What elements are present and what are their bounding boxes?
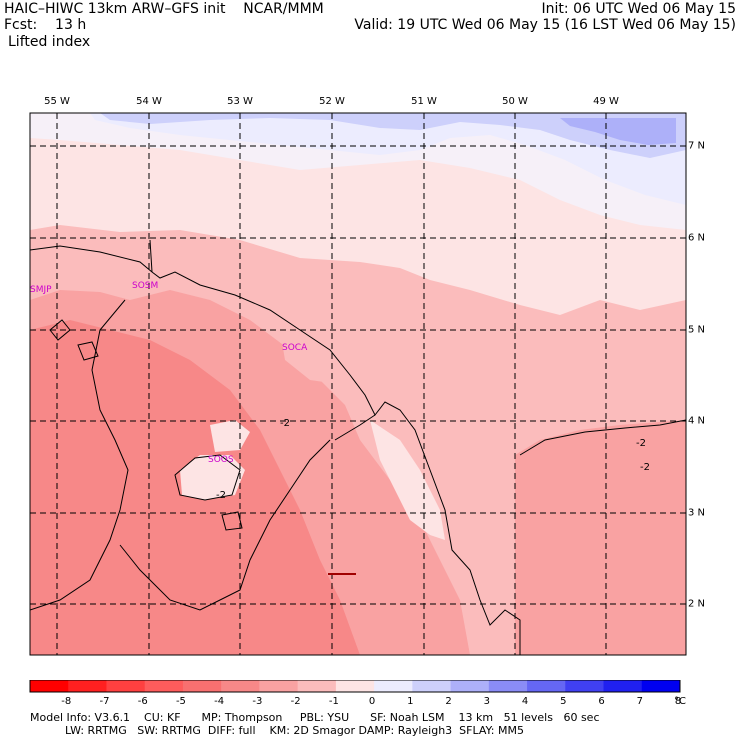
colorbar-tick-label: -5	[175, 696, 186, 707]
lon-label: 50 W	[502, 96, 528, 107]
colorbar-tick-label: 3	[483, 696, 490, 707]
lon-label: 49 W	[593, 96, 619, 107]
colorbar-swatch	[412, 680, 452, 692]
colorbar-swatch	[374, 680, 413, 692]
colorbar-swatch	[450, 680, 490, 692]
field-east-medium	[515, 420, 686, 655]
lon-label: 53 W	[227, 96, 253, 107]
colorbar-tick-label: 2	[445, 696, 452, 707]
forecast-hour: Fcst: 13 h	[4, 17, 87, 33]
coastline	[30, 239, 521, 655]
map-frame	[29, 112, 687, 656]
lon-label: 54 W	[136, 96, 162, 107]
init-time: Init: 06 UTC Wed 06 May 15	[541, 1, 736, 17]
colorbar-swatches	[30, 680, 681, 692]
field-pale-patch	[180, 455, 245, 500]
field-coastal-pale	[370, 420, 445, 540]
colorbar-tick-label: 0	[368, 696, 376, 707]
product-title: HAIC–HIWC 13km ARW–GFS init NCAR/MMM	[4, 1, 324, 17]
lat-label: 5 N	[688, 324, 706, 336]
contour-label: -2	[636, 438, 646, 449]
lat-label: 7 N	[688, 140, 706, 152]
field-positive-3	[560, 118, 676, 145]
lat-label: 6 N	[688, 232, 706, 244]
colorbar-tick-label: -6	[137, 696, 148, 707]
model-info-line1: Model Info: V3.6.1 CU: KF MP: Thompson P…	[30, 711, 600, 724]
colorbar-tick-label: 8	[674, 696, 682, 707]
field-positive-2	[100, 113, 686, 158]
field-positive-1	[90, 113, 686, 205]
lat-label: 3 N	[688, 507, 706, 519]
colorbar-swatch	[488, 680, 528, 692]
colorbar-swatch	[106, 680, 146, 692]
colorbar-tick-label: 4	[521, 696, 529, 707]
lon-label: 55 W	[44, 96, 70, 107]
colorbar-tick-label: -1	[328, 696, 339, 707]
colorbar-swatch	[30, 680, 69, 692]
colorbar-tick-label: 5	[560, 696, 567, 707]
colorbar-unit: °C	[674, 696, 686, 707]
colorbar-tick-label: 1	[407, 696, 414, 707]
colorbar-tick-label: -7	[99, 696, 110, 707]
colorbar-tick-label: -8	[61, 696, 72, 707]
colorbar-tick-label: 7	[636, 696, 643, 707]
lat-label: 2 N	[688, 598, 706, 610]
contour-label: -2	[280, 418, 290, 429]
colorbar-swatch	[221, 680, 260, 692]
colorbar-tick-label: -4	[214, 696, 225, 707]
lat-label: 4 N	[688, 415, 706, 427]
contour-label: -2	[640, 462, 650, 473]
colorbar-swatch	[641, 680, 681, 692]
colorbar	[29, 680, 681, 693]
model-info-line2: LW: RRTMG SW: RRTMG DIFF: full KM: 2D Sm…	[30, 724, 524, 737]
lon-label: 52 W	[319, 96, 345, 107]
lat-lon-grid	[30, 113, 686, 655]
colorbar-tick-label: 6	[598, 696, 605, 707]
colorbar-swatch	[603, 680, 643, 692]
colorbar-swatch	[182, 680, 222, 692]
valid-time: Valid: 19 UTC Wed 06 May 15 (16 LST Wed …	[354, 17, 736, 33]
colorbar-swatch	[68, 680, 107, 692]
station-label: SOSM	[132, 281, 158, 291]
colorbar-swatch	[259, 680, 299, 692]
field-pale-patch-3	[280, 330, 350, 385]
colorbar-swatch	[565, 680, 605, 692]
colorbar-tick-label: -2	[290, 696, 301, 707]
lon-label: 51 W	[411, 96, 437, 107]
contour-lines	[49, 319, 686, 531]
colorbar-swatch	[144, 680, 184, 692]
station-label: SOOS	[208, 455, 234, 465]
colorbar-swatch	[335, 680, 375, 692]
field-name: Lifted index	[8, 34, 91, 50]
colorbar-swatch	[297, 680, 337, 692]
contour-label: -2	[216, 490, 226, 501]
colorbar-tick-label: -3	[252, 696, 263, 707]
station-label: SMJP	[30, 285, 52, 295]
station-label: SOCA	[282, 343, 308, 353]
colorbar-swatch	[527, 680, 566, 692]
